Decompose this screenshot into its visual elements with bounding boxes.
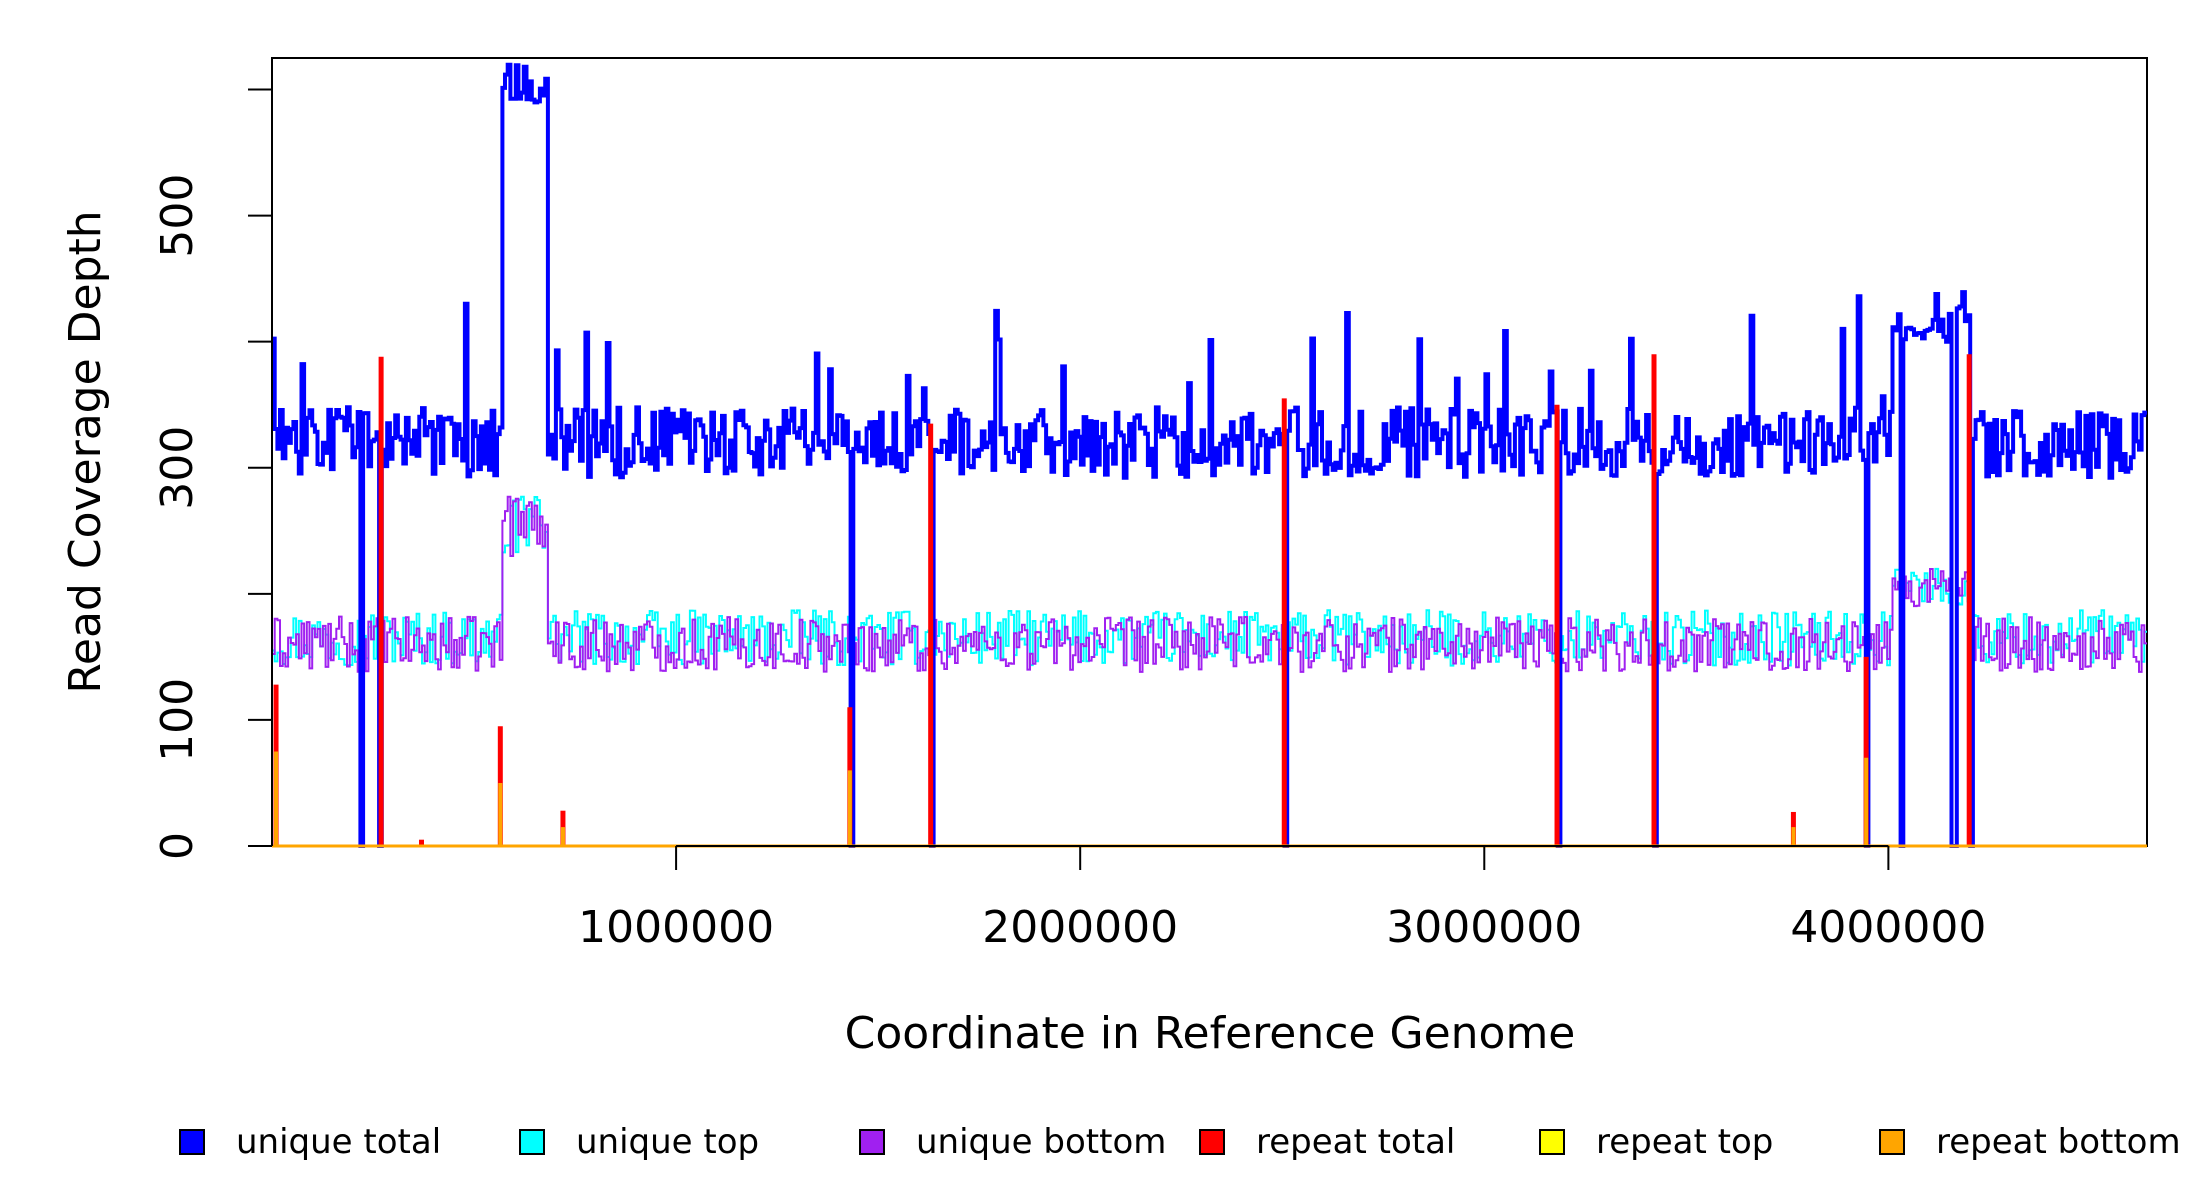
legend-label: unique top bbox=[576, 1122, 759, 1162]
legend-swatch bbox=[519, 1129, 545, 1155]
legend: unique total unique top unique bottom repea… bbox=[179, 1122, 2181, 1162]
y-axis: 0 100 300 500 bbox=[152, 88, 273, 860]
legend-label: unique total bbox=[236, 1122, 441, 1162]
series-line-unique-total bbox=[272, 62, 2147, 848]
y-tick-label: 300 bbox=[152, 426, 203, 510]
legend-label: unique bottom bbox=[916, 1122, 1166, 1162]
legend-item-unique-top: unique top bbox=[519, 1122, 759, 1162]
legend-item-unique-bottom: unique bottom bbox=[859, 1122, 1166, 1162]
legend-item-repeat-bottom: repeat bottom bbox=[1879, 1122, 2181, 1162]
y-tick-label: 100 bbox=[152, 678, 203, 762]
x-axis-title: Coordinate in Reference Genome bbox=[845, 1008, 1576, 1059]
y-tick-label: 500 bbox=[152, 174, 203, 258]
y-axis-title: Read Coverage Depth bbox=[60, 210, 111, 693]
x-axis: 1000000 2000000 3000000 4000000 bbox=[578, 845, 1986, 953]
legend-item-repeat-total: repeat total bbox=[1199, 1122, 1455, 1162]
legend-swatch bbox=[179, 1129, 205, 1155]
legend-swatch bbox=[1879, 1129, 1905, 1155]
x-tick-label: 2000000 bbox=[982, 902, 1178, 953]
legend-label: repeat top bbox=[1596, 1122, 1773, 1162]
x-tick-label: 4000000 bbox=[1790, 902, 1986, 953]
series-line-unique-bottom bbox=[272, 495, 2147, 847]
x-tick-label: 1000000 bbox=[578, 902, 774, 953]
series-layer bbox=[272, 62, 2147, 848]
x-tick-label: 3000000 bbox=[1386, 902, 1582, 953]
legend-label: repeat bottom bbox=[1936, 1122, 2181, 1162]
legend-label: repeat total bbox=[1256, 1122, 1455, 1162]
legend-swatch bbox=[1199, 1129, 1225, 1155]
y-tick-label: 0 bbox=[152, 832, 203, 860]
legend-swatch bbox=[1539, 1129, 1565, 1155]
legend-item-unique-total: unique total bbox=[179, 1122, 441, 1162]
legend-swatch bbox=[859, 1129, 885, 1155]
legend-item-repeat-top: repeat top bbox=[1539, 1122, 1773, 1162]
